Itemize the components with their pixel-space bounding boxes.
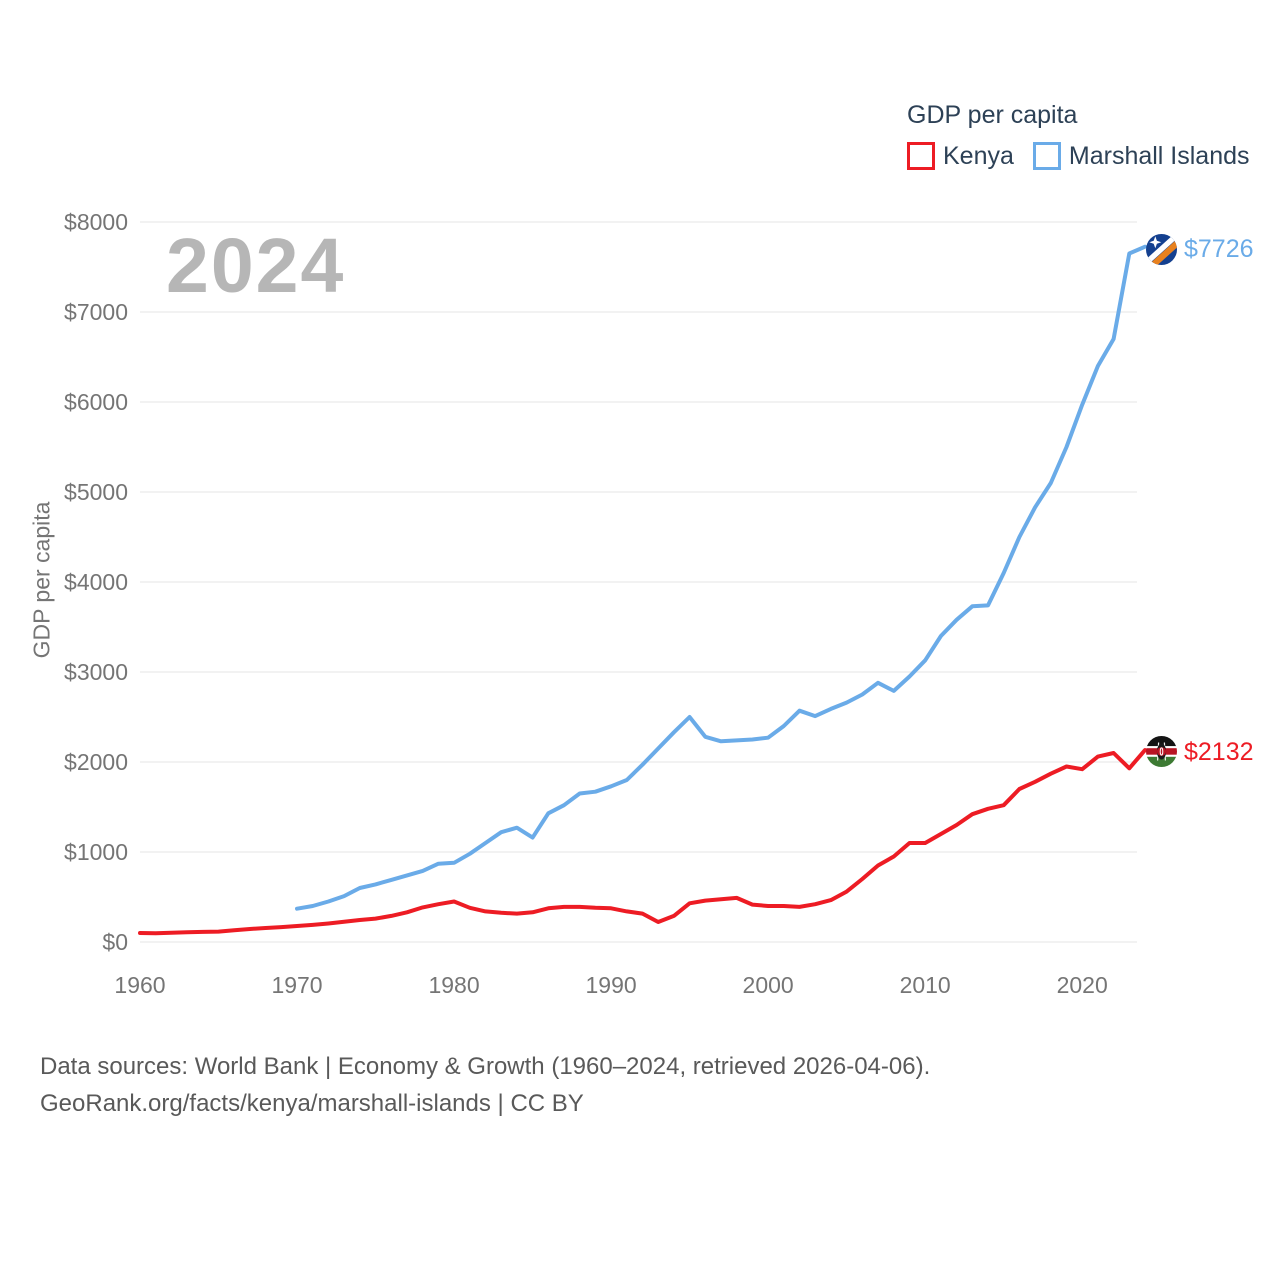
kenya-series-swatch	[907, 142, 935, 170]
y-axis-tick-label: $4000	[64, 569, 128, 595]
x-axis-tick-label: 1980	[428, 972, 480, 998]
footer: Data sources: World Bank | Economy & Gro…	[40, 1048, 930, 1122]
line-kenya	[138, 748, 1147, 936]
legend-title: GDP per capita	[907, 101, 1078, 129]
legend-item-marshall-islands[interactable]: Marshall Islands	[1032, 141, 1250, 171]
y-axis-tick-label: $8000	[64, 209, 128, 235]
x-axis-tick-label: 2010	[899, 972, 951, 998]
end-label-marshall-islands: $7726	[1184, 235, 1254, 263]
x-axis-tick-label: 2020	[1056, 972, 1108, 998]
legend-label-marshall-islands: Marshall Islands	[1068, 142, 1250, 170]
legend-label-kenya: Kenya	[943, 142, 1014, 170]
x-axis-tick-label: 1960	[114, 972, 166, 998]
x-axis-tick-label: 1970	[271, 972, 323, 998]
y-axis-tick-label: $0	[102, 929, 128, 955]
y-axis-tick-label: $3000	[64, 659, 128, 685]
kenya-flag-icon	[1146, 736, 1177, 767]
y-axis-tick-label: $6000	[64, 389, 128, 415]
footer-source-line: Data sources: World Bank | Economy & Gro…	[40, 1053, 931, 1080]
y-axis-tick-label: $7000	[64, 299, 128, 325]
y-axis-tick-label: $2000	[64, 749, 128, 775]
line-marshall-islands	[295, 244, 1147, 911]
end-label-kenya: $2132	[1184, 738, 1254, 766]
x-axis-tick-label: 2000	[742, 972, 794, 998]
y-axis-tick-label: $1000	[64, 839, 128, 865]
y-axis-tick-label: $5000	[64, 479, 128, 505]
x-axis-tick-label: 1990	[585, 972, 637, 998]
marshall-islands-series-swatch	[1032, 142, 1061, 170]
footer-link-line: GeoRank.org/facts/kenya/marshall-islands…	[40, 1090, 584, 1117]
marshall-islands-flag-icon	[1146, 234, 1177, 265]
legend: GDP per capita Kenya Marshall Islands	[907, 100, 1250, 171]
legend-item-kenya[interactable]: Kenya	[907, 141, 1014, 171]
legend-items: Kenya Marshall Islands	[907, 141, 1250, 171]
year-watermark: 2024	[166, 223, 346, 309]
